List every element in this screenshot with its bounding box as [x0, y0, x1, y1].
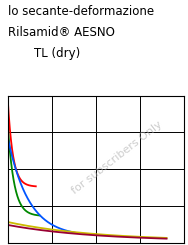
Text: for subscribers Only: for subscribers Only: [70, 119, 164, 196]
Text: Rilsamid® AESNO: Rilsamid® AESNO: [8, 26, 114, 39]
Text: lo secante-deformazione: lo secante-deformazione: [8, 5, 154, 18]
Text: TL (dry): TL (dry): [34, 47, 80, 60]
